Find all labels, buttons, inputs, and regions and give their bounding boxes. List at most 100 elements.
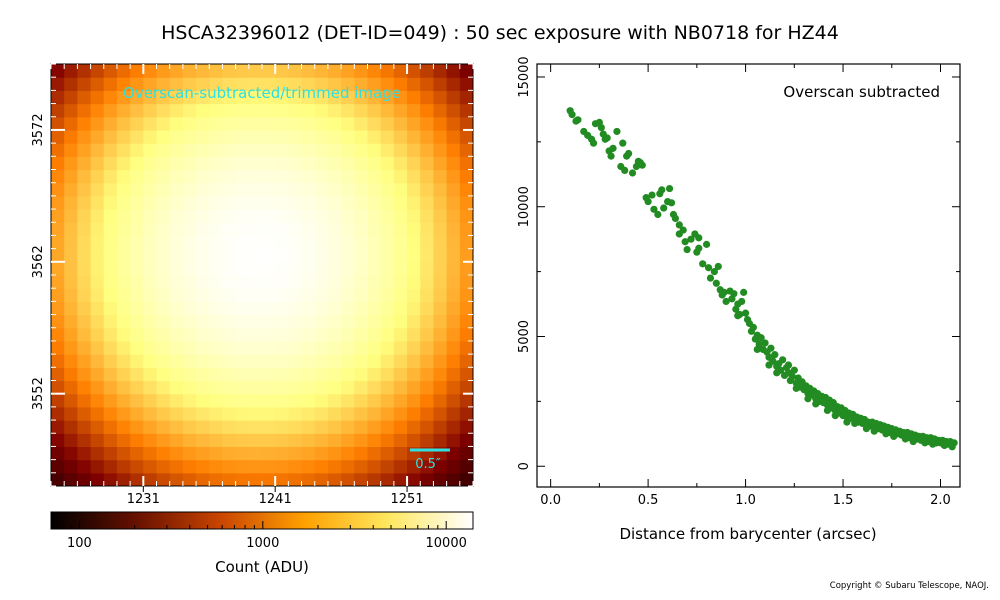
heatmap-pixel [262, 129, 276, 144]
heatmap-pixel [77, 314, 92, 329]
heatmap-pixel [433, 420, 448, 434]
heatmap-pixel [169, 156, 184, 171]
heatmap-pixel [77, 354, 92, 368]
heatmap-pixel [64, 169, 78, 184]
heatmap-pixel [446, 222, 461, 237]
heatmap-pixel [248, 64, 263, 78]
heatmap-pixel [262, 169, 276, 184]
heatmap-pixel [209, 301, 224, 316]
heatmap-pixel [209, 459, 224, 474]
heatmap-pixel [393, 156, 408, 171]
heatmap-pixel [433, 433, 448, 448]
heatmap-pixel [459, 472, 473, 486]
heatmap-pixel [77, 380, 92, 395]
heatmap-pixel [354, 248, 369, 263]
heatmap-pixel [90, 446, 105, 461]
heatmap-pixel [314, 64, 329, 78]
heatmap-pixel [156, 169, 171, 184]
heatmap-pixel [209, 143, 224, 157]
heatmap-pixel [367, 209, 382, 223]
heatmap-pixel [433, 77, 448, 91]
x-axis-label: Distance from barycenter (arcsec) [619, 525, 876, 543]
heatmap-pixel [248, 367, 263, 382]
heatmap-pixel [90, 222, 105, 237]
data-point [753, 345, 761, 354]
heatmap-pixel [64, 327, 78, 342]
heatmap-pixel [407, 222, 421, 237]
heatmap-pixel [341, 314, 355, 329]
heatmap-pixel [169, 354, 184, 368]
heatmap-pixel [314, 420, 329, 434]
heatmap-pixel [341, 222, 355, 237]
heatmap-pixel [116, 248, 131, 263]
heatmap-pixel [169, 275, 184, 289]
heatmap-pixel [288, 288, 303, 302]
heatmap-pixel [222, 116, 237, 131]
heatmap-pixel [90, 406, 105, 421]
heatmap-pixel [116, 288, 131, 302]
heatmap-pixel [407, 235, 421, 250]
heatmap-pixel [380, 156, 395, 171]
heatmap-pixel [248, 327, 263, 342]
heatmap-pixel [156, 340, 171, 355]
heatmap-pixel [420, 129, 435, 144]
heatmap-pixel [51, 433, 65, 448]
heatmap-pixel [407, 90, 421, 105]
heatmap-pixel [301, 77, 316, 91]
heatmap-pixel [420, 288, 435, 302]
heatmap-pixel [393, 472, 408, 486]
heatmap-pixel [301, 367, 316, 382]
heatmap-pixel [407, 248, 421, 263]
heatmap-pixel [143, 77, 158, 91]
heatmap-pixel [235, 393, 250, 408]
heatmap-pixel [169, 182, 184, 197]
heatmap-pixel [446, 209, 461, 223]
heatmap-pixel [433, 129, 448, 144]
heatmap-pixel [116, 446, 131, 461]
heatmap-pixel [156, 248, 171, 263]
heatmap-pixel [354, 169, 369, 184]
heatmap-pixel [420, 275, 435, 289]
heatmap-pixel [433, 288, 448, 302]
heatmap-pixel [235, 143, 250, 157]
heatmap-pixel [288, 116, 303, 131]
heatmap-pixel [209, 472, 224, 486]
data-point [812, 400, 820, 408]
data-point [656, 190, 664, 198]
heatmap-pixel [51, 103, 65, 118]
heatmap-pixel [314, 275, 329, 289]
heatmap-pixel [77, 77, 92, 91]
heatmap-pixel [235, 182, 250, 197]
data-point [609, 144, 617, 152]
heatmap-pixel [222, 420, 237, 434]
y-tick-label: 0 [517, 462, 532, 470]
colorbar [50, 511, 474, 530]
heatmap-pixel [235, 446, 250, 461]
heatmap-pixel [341, 301, 355, 316]
heatmap-pixel [196, 459, 210, 474]
heatmap-pixel [446, 64, 461, 78]
heatmap-pixel [262, 459, 276, 474]
heatmap-pixel [182, 393, 197, 408]
heatmap-pixel [420, 433, 435, 448]
data-point [687, 235, 695, 243]
heatmap-pixel [341, 103, 355, 118]
heatmap-pixel [209, 248, 224, 263]
heatmap-pixel [235, 116, 250, 131]
heatmap-pixel [235, 275, 250, 289]
heatmap-pixel [196, 103, 210, 118]
heatmap-pixel [143, 433, 158, 448]
heatmap-pixel [130, 406, 144, 421]
heatmap-pixel [90, 472, 105, 486]
heatmap-pixel [130, 433, 144, 448]
heatmap-pixel [420, 367, 435, 382]
heatmap-pixel [182, 182, 197, 197]
heatmap-pixel [209, 156, 224, 171]
heatmap-pixel [130, 420, 144, 434]
heatmap-pixel [77, 393, 92, 408]
heatmap-pixel [51, 209, 65, 223]
heatmap-pixel [420, 393, 435, 408]
heatmap-pixel [222, 472, 237, 486]
heatmap-pixel [169, 327, 184, 342]
